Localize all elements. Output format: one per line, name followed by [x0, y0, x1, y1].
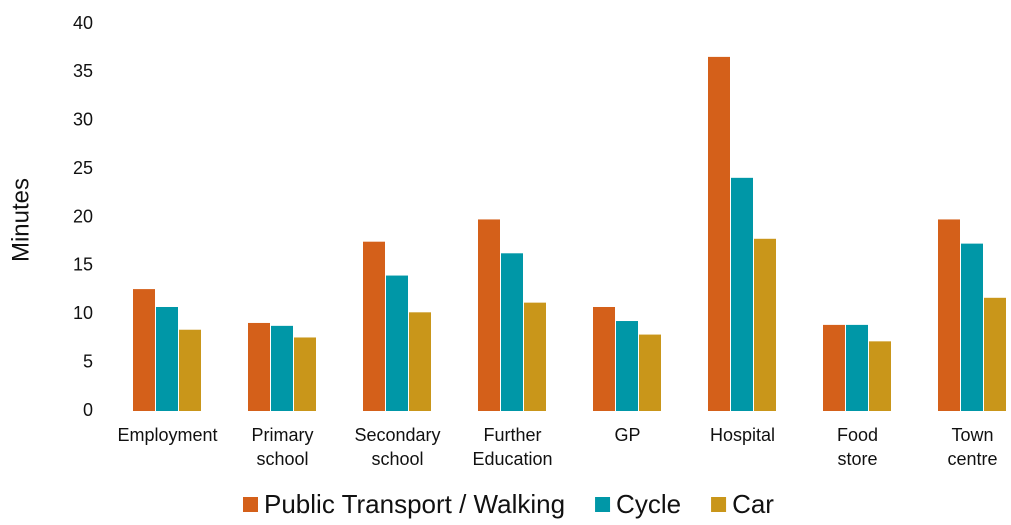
bar	[156, 306, 178, 411]
y-tick-label: 30	[73, 110, 93, 130]
x-tick-label: Hospital	[710, 425, 775, 445]
bar	[616, 321, 638, 411]
x-tick-label: Food store	[837, 425, 878, 469]
y-tick-label: 15	[73, 255, 93, 275]
bar	[754, 238, 776, 411]
x-tick-label: Further Education	[472, 425, 552, 469]
bar	[639, 334, 661, 411]
bar	[271, 325, 293, 411]
bar	[593, 306, 615, 411]
x-tick-label: Town centre	[947, 425, 997, 469]
legend-label: Car	[732, 489, 774, 519]
bar	[179, 329, 201, 411]
bar	[524, 302, 546, 411]
bar	[133, 289, 155, 411]
legend-swatch	[595, 497, 611, 512]
y-axis-label: Minutes	[7, 178, 34, 262]
y-tick-label: 40	[73, 13, 93, 33]
y-tick-label: 5	[83, 351, 93, 371]
bar	[846, 324, 868, 411]
y-tick-label: 20	[73, 206, 93, 226]
bar	[294, 337, 316, 411]
x-tick-label: Primary school	[252, 425, 314, 469]
bar	[708, 56, 730, 412]
bar	[363, 241, 385, 411]
x-tick-label: Secondary school	[354, 425, 440, 469]
legend-swatch	[711, 497, 727, 512]
y-tick-label: 10	[73, 303, 93, 323]
legend-label: Cycle	[616, 489, 681, 519]
bar	[501, 253, 523, 411]
bar	[869, 341, 891, 411]
y-tick-label: 35	[73, 61, 93, 81]
bar	[938, 219, 960, 411]
legend-label: Public Transport / Walking	[264, 489, 565, 519]
bar	[248, 322, 270, 411]
x-tick-label: GP	[614, 425, 640, 445]
legend-swatch	[243, 497, 258, 512]
bar	[386, 275, 408, 411]
bar	[731, 177, 753, 411]
bar	[409, 312, 431, 411]
y-tick-label: 0	[83, 400, 93, 420]
bar	[823, 324, 845, 411]
bar	[984, 297, 1006, 411]
x-tick-label: Employment	[117, 425, 217, 445]
bar	[478, 219, 500, 411]
y-tick-label: 25	[73, 158, 93, 178]
bar	[961, 243, 983, 411]
